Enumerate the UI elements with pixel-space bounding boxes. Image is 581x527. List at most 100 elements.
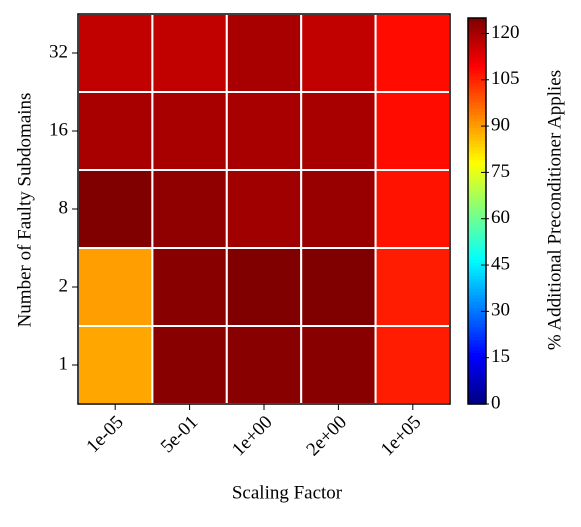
colorbar-segment <box>468 188 486 193</box>
colorbar-segment <box>468 362 486 366</box>
colorbar-segment <box>468 82 486 87</box>
x-tick-label: 1e-05 <box>82 412 127 457</box>
colorbar-frame <box>467 17 487 405</box>
y-tick-label: 8 <box>59 197 69 218</box>
colorbar-segment <box>468 114 486 119</box>
y-tick-label: 1 <box>59 353 69 374</box>
colorbar-segment <box>468 124 486 128</box>
colorbar-segment <box>468 21 486 26</box>
colorbar-segment <box>468 75 486 80</box>
colorbar-segment <box>468 391 486 395</box>
colorbar-segment <box>468 326 486 331</box>
colorbar-segment <box>468 63 486 67</box>
colorbar-segment <box>468 333 486 338</box>
colorbar-segment <box>468 268 486 273</box>
colorbar-segment <box>468 301 486 305</box>
colorbar-segment <box>468 198 486 202</box>
y-axis-label: Number of Faulty Subdomains <box>14 93 35 328</box>
x-tick-label: 5e-01 <box>157 412 202 457</box>
colorbar-segment <box>468 246 486 251</box>
colorbar-segment <box>468 95 486 100</box>
colorbar-segment <box>468 182 486 186</box>
heatmap-cell <box>374 247 452 327</box>
colorbar-segment <box>468 30 486 35</box>
colorbar-segment <box>468 18 486 22</box>
colorbar-segment <box>468 214 486 219</box>
colorbar-segment <box>468 265 486 270</box>
colorbar-segment <box>468 27 486 32</box>
colorbar-segment <box>468 120 486 125</box>
colorbar-segment <box>468 204 486 209</box>
colorbar-segment <box>468 304 486 309</box>
colorbar-segment <box>468 358 486 363</box>
colorbar-segment <box>468 69 486 74</box>
colorbar-segment <box>468 233 486 238</box>
colorbar-segment <box>468 288 486 293</box>
colorbar-segment <box>468 387 486 392</box>
colorbar-segment <box>468 378 486 383</box>
colorbar-segment <box>468 162 486 167</box>
colorbar-segment <box>468 56 486 61</box>
colorbar-segment <box>468 355 486 360</box>
colorbar-segment <box>468 249 486 254</box>
heatmap-cell <box>300 13 377 93</box>
colorbar-segment <box>468 375 486 379</box>
heatmap-cell <box>151 13 228 93</box>
colorbar-segment <box>468 79 486 83</box>
heatmap-cell <box>77 91 154 171</box>
colorbar-segment <box>468 37 486 42</box>
colorbar-segment <box>468 220 486 225</box>
colorbar-segment <box>468 43 486 48</box>
colorbar-segment <box>468 72 486 77</box>
heatmap-cell <box>225 247 303 327</box>
heatmap-cell <box>77 325 154 405</box>
colorbar-segment <box>468 236 486 241</box>
colorbar-segment <box>468 146 486 151</box>
colorbar-segment <box>468 165 486 170</box>
y-tick-label: 32 <box>49 41 68 62</box>
colorbar-tick-label: 45 <box>491 253 510 274</box>
colorbar-segment <box>468 175 486 180</box>
colorbar-tick-label: 90 <box>491 114 510 135</box>
colorbar-segment <box>468 201 486 206</box>
heatmap-cell <box>77 169 154 249</box>
colorbar-segment <box>468 185 486 190</box>
colorbar-segment <box>468 342 486 347</box>
colorbar-segment <box>468 149 486 154</box>
colorbar-segment <box>468 330 486 334</box>
colorbar-segment <box>468 50 486 54</box>
colorbar-segment <box>468 243 486 247</box>
colorbar-tick-label: 105 <box>491 68 520 89</box>
colorbar-segment <box>468 400 486 405</box>
heatmap-cell <box>225 325 303 405</box>
colorbar-segment <box>468 88 486 93</box>
heatmap-cell <box>151 169 228 249</box>
colorbar-segment <box>468 284 486 289</box>
colorbar-segment <box>468 66 486 71</box>
colorbar-segment <box>468 317 486 321</box>
colorbar-segment <box>468 111 486 116</box>
colorbar-segment <box>468 346 486 350</box>
colorbar-segment <box>468 101 486 106</box>
colorbar-segment <box>468 178 486 183</box>
heatmap-cell <box>151 325 228 405</box>
y-tick-label: 2 <box>59 275 69 296</box>
heatmap-cell <box>300 91 377 171</box>
heatmap-cell <box>225 91 303 171</box>
colorbar-tick-label: 30 <box>491 300 510 321</box>
colorbar-segment <box>468 310 486 315</box>
colorbar-segment <box>468 117 486 122</box>
colorbar-segment <box>468 297 486 302</box>
colorbar-segment <box>468 349 486 354</box>
colorbar-segment <box>468 156 486 161</box>
colorbar-segment <box>468 153 486 157</box>
colorbar-segment <box>468 371 486 376</box>
colorbar-segment <box>468 291 486 296</box>
colorbar-segment <box>468 281 486 286</box>
heatmap-cell <box>225 13 303 93</box>
colorbar-segment <box>468 368 486 373</box>
colorbar-segment <box>468 40 486 45</box>
heatmap-cell <box>300 325 377 405</box>
colorbar-segment <box>468 98 486 103</box>
heatmap-cell <box>300 247 377 327</box>
